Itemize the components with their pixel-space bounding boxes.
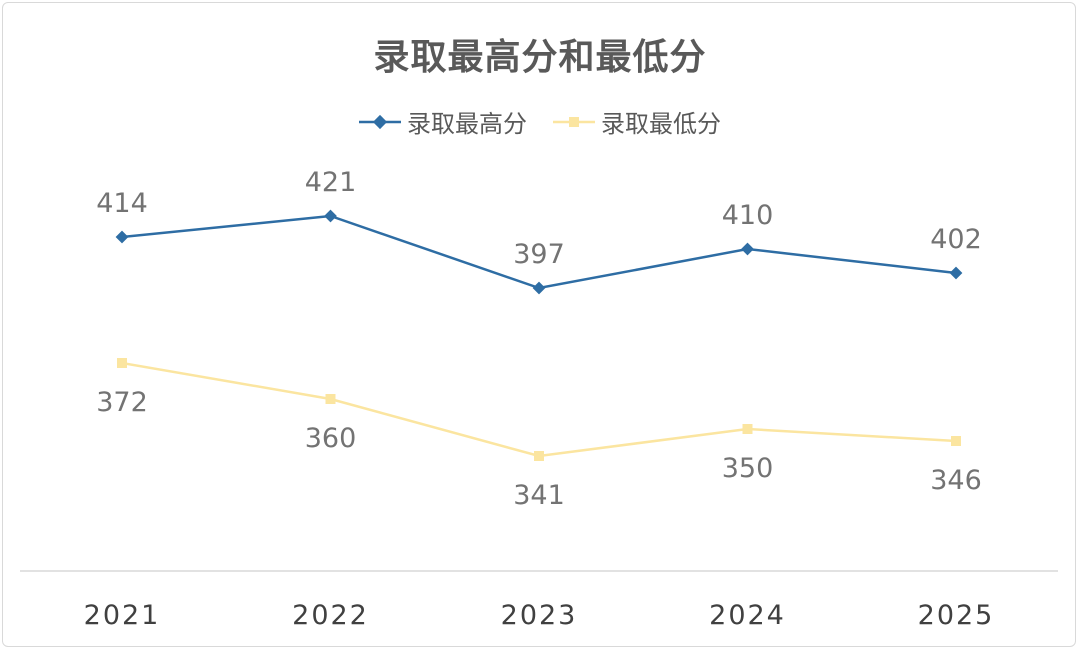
x-tick-label: 2021 [84,600,161,631]
data-point-min [117,358,127,368]
data-label-min: 346 [930,465,982,496]
data-point-max [741,242,754,256]
legend-item-max: 录取最高分 [359,104,527,139]
data-label-max: 421 [305,167,357,198]
data-point-min [534,451,544,461]
data-label-max: 397 [513,239,565,270]
x-tick-label: 2023 [501,600,578,631]
data-point-min [325,394,336,404]
legend-marker-max-icon [359,114,401,129]
chart-title: 录取最高分和最低分 [373,37,707,78]
data-point-min [742,424,753,434]
series-line-min [121,361,957,458]
legend-marker-min-icon [553,116,595,127]
data-label-min: 372 [96,387,148,418]
x-tick-label: 2022 [292,600,369,631]
data-point-max [949,266,963,280]
data-label-min: 350 [722,453,774,484]
legend-label-max: 录取最高分 [407,110,527,138]
data-point-max [532,281,546,295]
data-label-min: 360 [305,423,357,454]
data-point-min [951,436,961,446]
x-tick-label: 2024 [709,600,786,631]
data-point-max [115,230,129,244]
chart-legend: 录取最高分 录取最低分 [0,104,1080,139]
data-label-max: 402 [930,224,982,255]
legend-label-min: 录取最低分 [601,110,721,138]
data-point-max [324,209,337,223]
x-tick-label: 2025 [918,600,995,631]
data-label-min: 341 [513,480,565,511]
data-label-max: 410 [722,200,774,231]
data-label-max: 414 [96,188,148,219]
legend-item-min: 录取最低分 [553,104,721,139]
